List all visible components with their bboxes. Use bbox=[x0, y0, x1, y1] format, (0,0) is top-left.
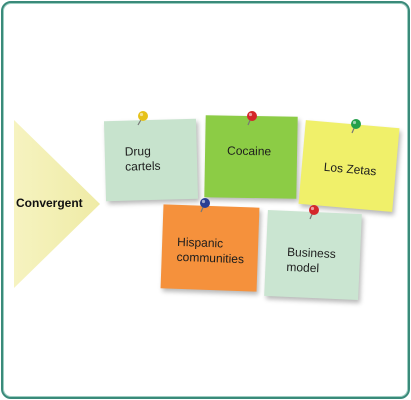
note-business-model: Business model bbox=[264, 209, 362, 301]
note-drug-cartels: Drug cartels bbox=[103, 118, 199, 202]
pushpin-icon bbox=[200, 198, 210, 213]
note-line: communities bbox=[176, 249, 245, 267]
pushpin-icon bbox=[137, 111, 148, 126]
note-hispanic-communities: Hispanic communities bbox=[160, 204, 260, 292]
convergent-arrow-shape bbox=[14, 120, 100, 288]
convergent-label: Convergent bbox=[16, 196, 83, 210]
note-line: Los Zetas bbox=[323, 159, 377, 179]
note-line: model bbox=[286, 259, 320, 276]
note-line: Drug bbox=[124, 144, 151, 159]
pushpin-icon bbox=[247, 111, 257, 126]
pushpin-icon bbox=[309, 205, 319, 220]
pushpin-icon bbox=[351, 119, 361, 134]
note-line: cartels bbox=[124, 158, 161, 174]
note-line: Cocaine bbox=[226, 143, 272, 159]
